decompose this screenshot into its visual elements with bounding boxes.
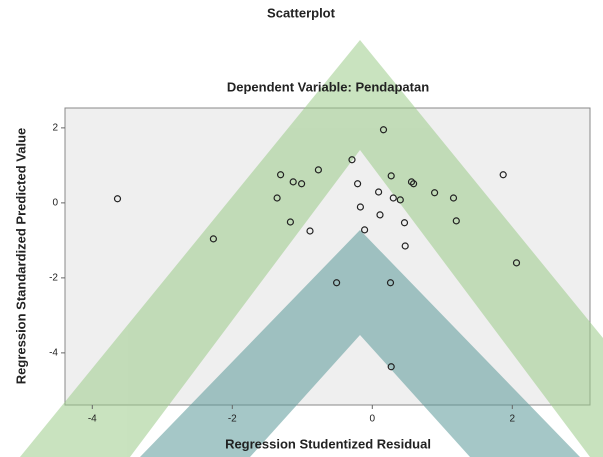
point <box>314 166 322 174</box>
point <box>361 226 369 234</box>
point <box>407 178 416 186</box>
point <box>387 172 395 180</box>
point <box>410 180 418 188</box>
point <box>113 195 122 203</box>
y-tick-label: -2 <box>49 273 58 284</box>
point <box>386 279 395 287</box>
point <box>277 171 285 179</box>
point <box>449 194 458 202</box>
point <box>209 235 217 243</box>
point <box>396 196 404 204</box>
y-tick-label: 0 <box>52 198 58 209</box>
point <box>333 279 341 287</box>
x-axis-label: Regression Studentized Residual <box>225 436 431 451</box>
point <box>400 219 409 227</box>
point <box>273 194 281 202</box>
x-tick-label: 0 <box>370 414 376 425</box>
point <box>348 156 356 164</box>
y-tick-label: 2 <box>52 123 58 134</box>
chart-title: Scatterplot <box>267 5 336 20</box>
x-tick-label: 2 <box>510 414 516 425</box>
x-tick-label: -4 <box>88 414 97 425</box>
watermark <box>20 40 603 457</box>
point <box>401 242 409 250</box>
point <box>452 217 460 225</box>
y-tick-label: -4 <box>49 348 58 359</box>
point <box>387 363 395 371</box>
y-axis-label: Regression Standardized Predicted Value <box>13 128 28 384</box>
point <box>356 203 364 211</box>
point <box>376 211 384 219</box>
point <box>289 178 297 186</box>
point <box>431 189 439 197</box>
x-tick-label: -2 <box>228 414 237 425</box>
point <box>298 180 306 188</box>
chart-subtitle: Dependent Variable: Pendapatan <box>227 79 429 94</box>
point <box>499 171 507 179</box>
point <box>354 180 362 188</box>
point <box>286 218 294 226</box>
point <box>306 227 314 235</box>
point <box>512 259 521 267</box>
point <box>375 188 383 196</box>
point <box>379 126 388 134</box>
point <box>389 194 397 202</box>
